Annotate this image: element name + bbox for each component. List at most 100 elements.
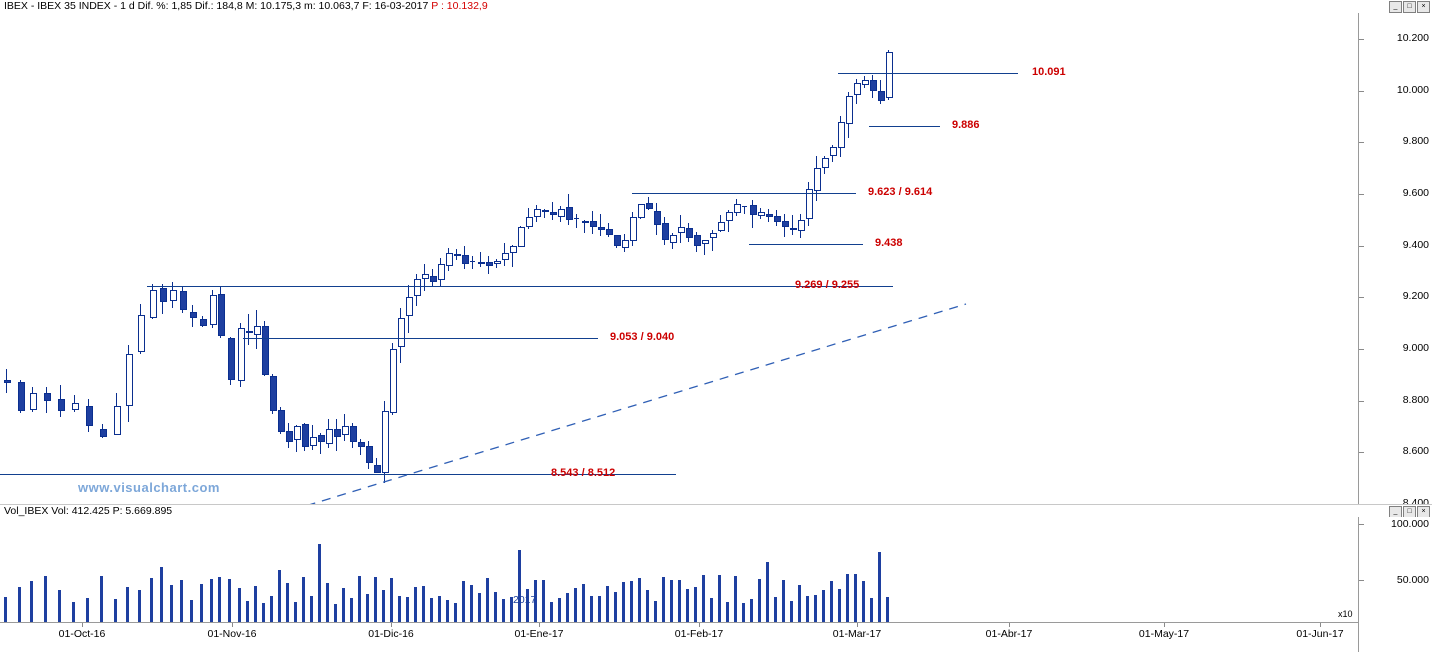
volume-plot-area[interactable]: 2017 xyxy=(0,517,1358,622)
candle-body xyxy=(462,254,469,264)
date-tick-label: 01-May-17 xyxy=(1138,628,1190,640)
price-plot-area[interactable]: 10.091 9.886 9.623 / 9.614 9.438 9.269 / 9.2… xyxy=(0,13,1358,504)
candle-wick xyxy=(744,205,745,215)
price-level-line[interactable] xyxy=(869,126,940,127)
maximize-icon[interactable]: □ xyxy=(1403,1,1416,13)
volume-bar xyxy=(774,597,777,622)
volume-bar xyxy=(766,562,769,622)
volume-pane-title: Vol_IBEX Vol: 412.425 P: 5.669.895 xyxy=(4,505,173,517)
candle-body xyxy=(86,405,93,427)
price-level-label: 9.623 / 9.614 xyxy=(868,186,933,198)
close-icon[interactable]: × xyxy=(1417,506,1430,518)
volume-bar xyxy=(678,579,681,622)
trend-line[interactable] xyxy=(0,13,1358,504)
volume-bar xyxy=(534,579,537,622)
candle-body xyxy=(758,211,765,217)
candle-body xyxy=(170,289,177,302)
volume-bar xyxy=(494,592,497,622)
candle-body xyxy=(200,318,207,326)
volume-tick-label: 50.000 xyxy=(1396,574,1429,586)
date-tick-label: 01-Dic-16 xyxy=(368,628,414,640)
volume-bar xyxy=(886,596,889,622)
candle-body xyxy=(630,217,637,241)
volume-bar xyxy=(574,587,577,622)
candle-body xyxy=(526,217,533,228)
volume-bar xyxy=(200,584,203,622)
candle-body xyxy=(550,211,557,215)
date-tick-label: 01-Nov-16 xyxy=(207,628,257,640)
candle-body xyxy=(318,435,325,442)
price-pane-window-buttons[interactable]: _ □ × xyxy=(1389,1,1430,13)
volume-bar xyxy=(486,577,489,622)
volume-bar xyxy=(58,589,61,622)
price-level-line[interactable] xyxy=(838,73,1018,74)
candle-body xyxy=(114,405,121,435)
volume-bar xyxy=(160,567,163,622)
candle-body xyxy=(726,211,733,222)
minimize-icon[interactable]: _ xyxy=(1389,1,1402,13)
volume-bar xyxy=(180,580,183,622)
price-tick-label: 10.200 xyxy=(1396,31,1429,44)
price-tick xyxy=(1359,38,1364,40)
volume-pane-window-buttons[interactable]: _ □ × xyxy=(1389,506,1430,518)
candle-body xyxy=(470,261,475,263)
candle-wick xyxy=(576,214,577,228)
volume-bar xyxy=(510,597,513,622)
candle-body xyxy=(622,240,629,248)
price-tick-label: 8.800 xyxy=(1402,393,1429,406)
candle-body xyxy=(246,330,253,334)
candle-body xyxy=(718,222,725,232)
candle-body xyxy=(126,354,133,407)
price-level-line[interactable] xyxy=(147,286,893,287)
candle-body xyxy=(574,218,579,220)
volume-tick-label: 100.000 xyxy=(1391,518,1429,530)
candle-wick xyxy=(704,240,705,255)
date-tick xyxy=(539,623,540,627)
price-pane-titlebar: IBEX - IBEX 35 INDEX - 1 d Dif. %: 1,85 … xyxy=(0,0,1432,14)
price-pane-last-price: P : 10.132,9 xyxy=(431,0,488,12)
candle-body xyxy=(598,227,605,231)
close-icon[interactable]: × xyxy=(1417,1,1430,13)
candle-body xyxy=(830,147,837,156)
volume-axis[interactable]: 100.000 50.000 xyxy=(1358,517,1432,622)
volume-bar xyxy=(334,603,337,622)
candle-body xyxy=(342,426,349,435)
candle-body xyxy=(638,204,645,218)
volume-bar xyxy=(4,596,7,622)
date-tick xyxy=(1009,623,1010,627)
volume-bar xyxy=(558,598,561,622)
volume-bar xyxy=(550,601,553,622)
volume-bar xyxy=(606,585,609,622)
candle-body xyxy=(262,326,269,375)
volume-bar xyxy=(726,601,729,622)
date-tick xyxy=(82,623,83,627)
volume-bar xyxy=(502,598,505,622)
candle-body xyxy=(310,436,317,447)
candle-body xyxy=(218,293,225,337)
candle-body xyxy=(686,228,693,238)
candle-wick xyxy=(792,214,793,235)
price-level-line[interactable] xyxy=(749,244,863,245)
candle-wick xyxy=(480,252,481,267)
volume-bar xyxy=(822,590,825,622)
price-axis[interactable]: 10.200 10.000 9.800 9.600 9.400 9.200 9.000 8.8… xyxy=(1358,13,1432,509)
price-level-line[interactable] xyxy=(632,193,856,194)
candle-body xyxy=(806,188,813,220)
volume-bar xyxy=(630,580,633,622)
candle-body xyxy=(486,262,493,267)
volume-bar xyxy=(228,578,231,622)
date-tick xyxy=(699,623,700,627)
candle-body xyxy=(390,348,397,414)
volume-bar xyxy=(750,598,753,622)
date-tick xyxy=(391,623,392,627)
candle-body xyxy=(870,79,877,91)
price-tick xyxy=(1359,193,1364,195)
volume-bar xyxy=(470,585,473,622)
date-tick-label: 01-Jun-17 xyxy=(1296,628,1344,640)
price-tick-label: 9.800 xyxy=(1402,135,1429,148)
volume-bar xyxy=(622,582,625,622)
candle-body xyxy=(766,213,773,218)
candle-body xyxy=(654,210,661,225)
price-level-line[interactable] xyxy=(243,338,598,339)
date-axis[interactable]: 01-Oct-16 01-Nov-16 01-Dic-16 01-Ene-17 01-F… xyxy=(0,622,1358,653)
